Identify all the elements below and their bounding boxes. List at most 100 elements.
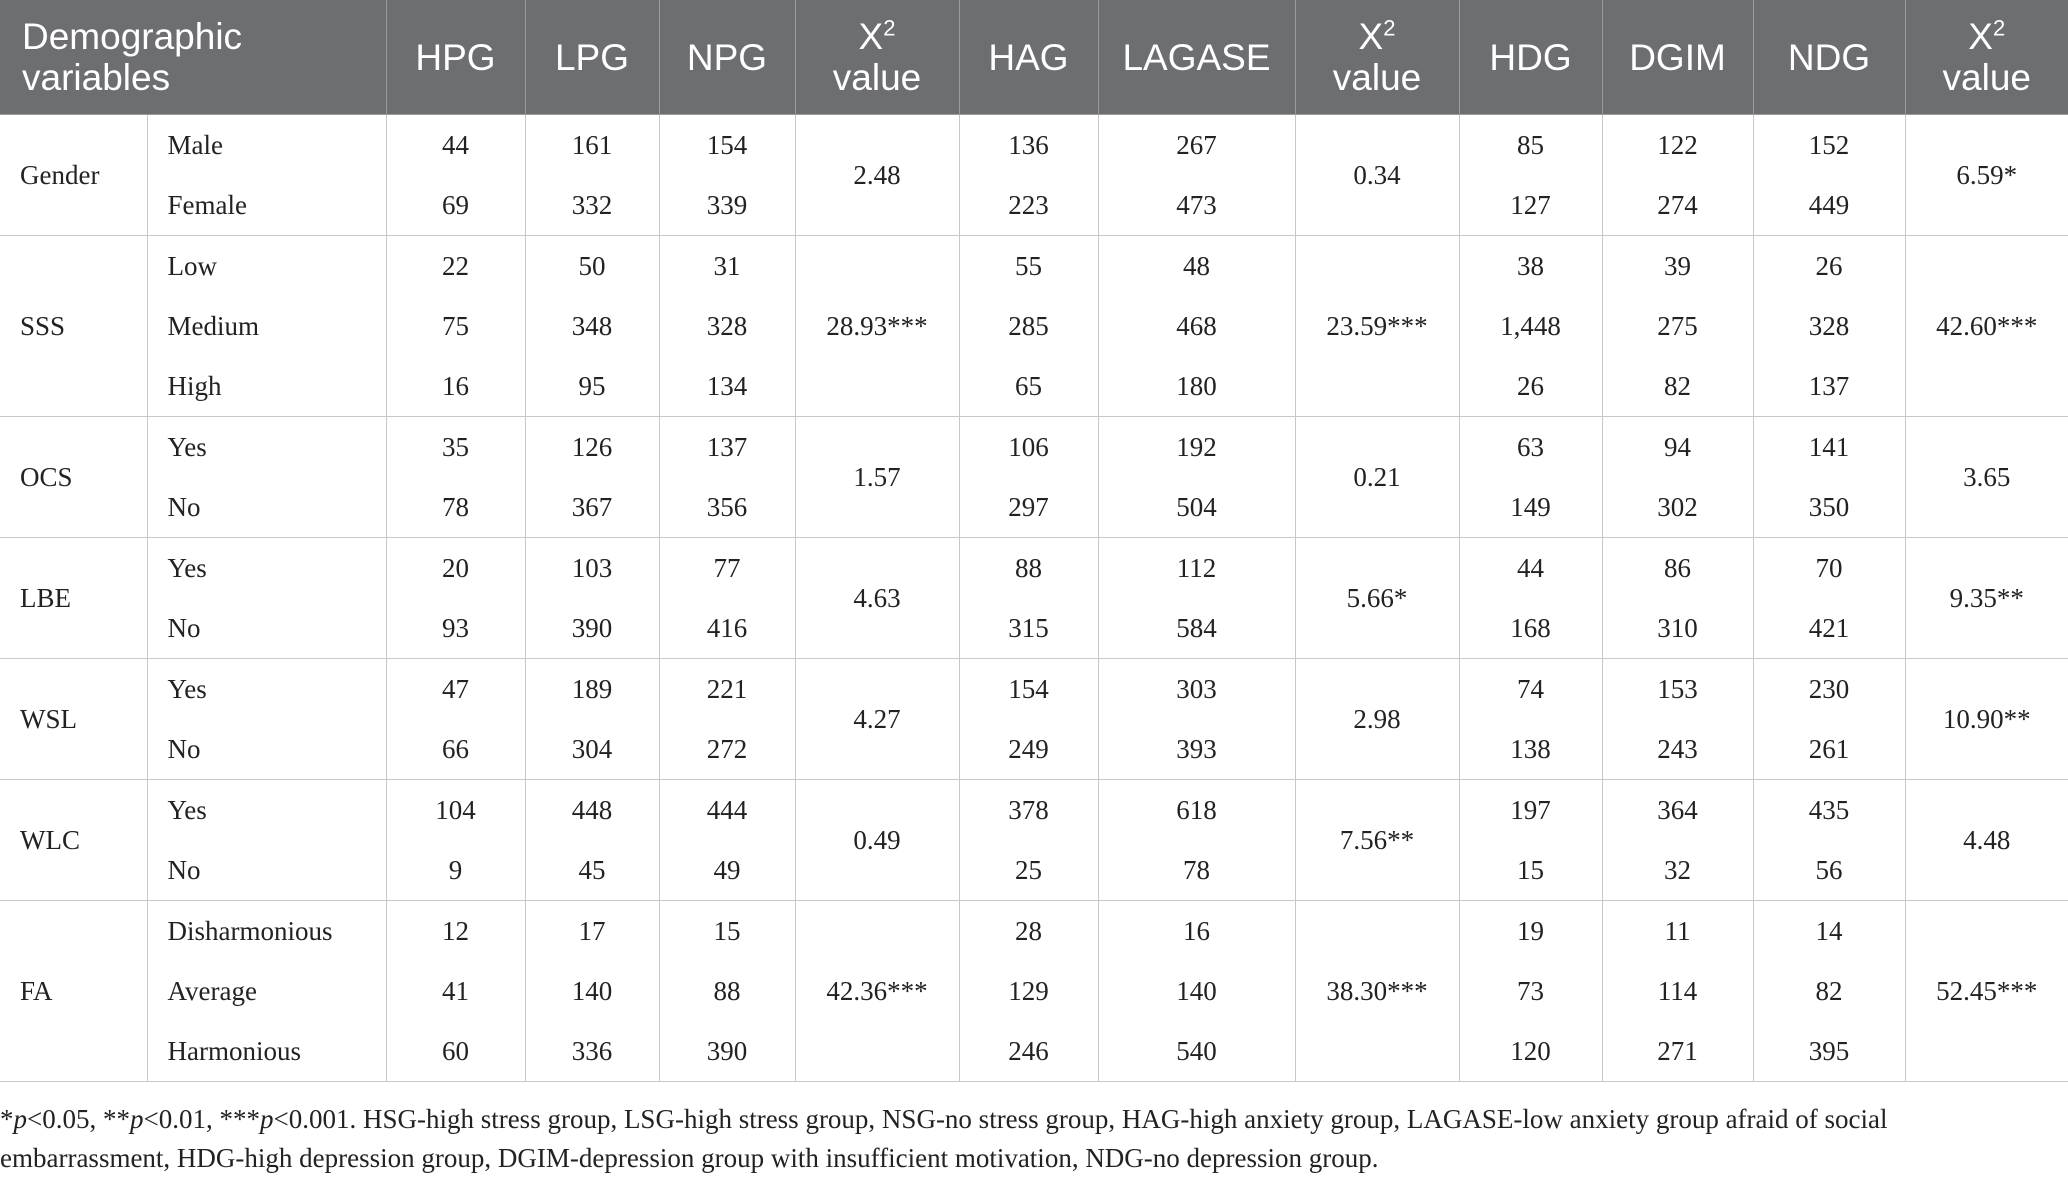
category-label: Harmonious	[146, 1021, 387, 1082]
header-dgim: DGIM	[1601, 0, 1754, 115]
header-demographic-variables: Demographic variables	[0, 0, 387, 115]
table-row: High 16 95 134 65 180 26 82 137	[0, 356, 2068, 417]
cell-lpg: 50	[524, 235, 660, 296]
cell-dgim: 114	[1601, 961, 1754, 1021]
cell-lpg: 95	[524, 356, 660, 417]
cell-hdg: 63	[1458, 416, 1603, 477]
demographics-table: Demographic variables HPG LPG NPG X2 valu…	[0, 0, 2068, 1082]
chi-anxiety-wlc: 7.56**	[1294, 779, 1460, 901]
cell-lpg: 390	[524, 598, 660, 659]
table-row: SSS Low 22 50 31 28.93*** 55 48 23.59***…	[0, 235, 2068, 417]
cell-lagase: 618	[1097, 779, 1296, 840]
cell-hdg: 197	[1458, 779, 1603, 840]
cell-dgim: 32	[1601, 840, 1754, 901]
cell-hdg: 1,448	[1458, 296, 1603, 356]
cell-hag: 378	[958, 779, 1099, 840]
cell-npg: 221	[658, 658, 796, 719]
chi-stress-sss: 28.93***	[794, 235, 960, 417]
cell-npg: 77	[658, 537, 796, 598]
cell-dgim: 153	[1601, 658, 1754, 719]
table-row: No 66 304 272 249 393 138 243 261	[0, 719, 2068, 780]
table-row: No 93 390 416 315 584 168 310 421	[0, 598, 2068, 659]
cell-npg: 416	[658, 598, 796, 659]
header-chi-square-stress: X2 value	[794, 0, 960, 115]
chi-stress-wsl: 4.27	[794, 658, 960, 780]
header-hpg: HPG	[385, 0, 526, 115]
chi-stress-gender: 2.48	[794, 114, 960, 236]
cell-dgim: 271	[1601, 1021, 1754, 1082]
table-row: OCS Yes 35 126 137 1.57 106 192 0.21 63 …	[0, 416, 2068, 538]
cell-ndg: 449	[1752, 175, 1905, 236]
table-row: Medium 75 348 328 285 468 1,448 275 328	[0, 296, 2068, 356]
cell-hpg: 44	[385, 114, 526, 175]
cell-npg: 339	[658, 175, 796, 236]
cell-npg: 134	[658, 356, 796, 417]
cell-hdg: 149	[1458, 477, 1603, 538]
header-lagase: LAGASE	[1097, 0, 1296, 115]
cell-npg: 154	[658, 114, 796, 175]
cell-lpg: 336	[524, 1021, 660, 1082]
cell-ndg: 261	[1752, 719, 1905, 780]
table-row: FA Disharmonious 12 17 15 42.36*** 28 16…	[0, 900, 2068, 1082]
cell-npg: 49	[658, 840, 796, 901]
cell-ndg: 328	[1752, 296, 1905, 356]
category-label: Disharmonious	[146, 900, 387, 961]
cell-ndg: 152	[1752, 114, 1906, 175]
cell-ndg: 435	[1752, 779, 1906, 840]
group-label-gender: Gender	[0, 114, 148, 236]
chi-anxiety-ocs: 0.21	[1294, 416, 1460, 538]
group-label-wsl: WSL	[0, 658, 148, 780]
cell-dgim: 364	[1601, 779, 1754, 840]
chi-anxiety-lbe: 5.66*	[1294, 537, 1460, 659]
chi-anxiety-sss: 23.59***	[1294, 235, 1460, 417]
category-label: No	[146, 598, 387, 659]
cell-hag: 297	[958, 477, 1099, 538]
cell-hdg: 44	[1458, 537, 1603, 598]
cell-lagase: 180	[1097, 356, 1296, 417]
cell-hpg: 35	[385, 416, 526, 477]
cell-npg: 31	[658, 235, 796, 296]
chi-stress-wlc: 0.49	[794, 779, 960, 901]
cell-dgim: 275	[1601, 296, 1754, 356]
cell-ndg: 82	[1752, 961, 1905, 1021]
cell-lpg: 126	[524, 416, 660, 477]
category-label: No	[146, 840, 387, 901]
cell-npg: 328	[658, 296, 796, 356]
cell-hdg: 168	[1458, 598, 1603, 659]
cell-hdg: 74	[1458, 658, 1603, 719]
header-hag: HAG	[958, 0, 1099, 115]
header-lpg: LPG	[524, 0, 660, 115]
group-label-lbe: LBE	[0, 537, 148, 659]
cell-lpg: 140	[524, 961, 660, 1021]
cell-hpg: 78	[385, 477, 526, 538]
cell-lagase: 468	[1097, 296, 1296, 356]
cell-lagase: 267	[1097, 114, 1296, 175]
cell-ndg: 70	[1752, 537, 1906, 598]
cell-lagase: 78	[1097, 840, 1296, 901]
cell-npg: 15	[658, 900, 796, 961]
cell-lpg: 189	[524, 658, 660, 719]
cell-hag: 223	[958, 175, 1099, 236]
chi-stress-lbe: 4.63	[794, 537, 960, 659]
table-row: No 78 367 356 297 504 149 302 350	[0, 477, 2068, 538]
cell-hpg: 66	[385, 719, 526, 780]
cell-npg: 356	[658, 477, 796, 538]
cell-lagase: 140	[1097, 961, 1296, 1021]
cell-hag: 106	[958, 416, 1099, 477]
cell-hag: 249	[958, 719, 1099, 780]
cell-lagase: 192	[1097, 416, 1296, 477]
cell-lpg: 304	[524, 719, 660, 780]
cell-hdg: 73	[1458, 961, 1603, 1021]
cell-lpg: 161	[524, 114, 660, 175]
cell-hdg: 127	[1458, 175, 1603, 236]
category-label: Medium	[146, 296, 387, 356]
cell-lagase: 540	[1097, 1021, 1296, 1082]
table-row: WSL Yes 47 189 221 4.27 154 303 2.98 74 …	[0, 658, 2068, 780]
chi-stress-fa: 42.36***	[794, 900, 960, 1082]
cell-npg: 272	[658, 719, 796, 780]
cell-lpg: 348	[524, 296, 660, 356]
cell-npg: 137	[658, 416, 796, 477]
cell-ndg: 350	[1752, 477, 1905, 538]
category-label: Yes	[146, 779, 387, 840]
cell-lagase: 584	[1097, 598, 1296, 659]
